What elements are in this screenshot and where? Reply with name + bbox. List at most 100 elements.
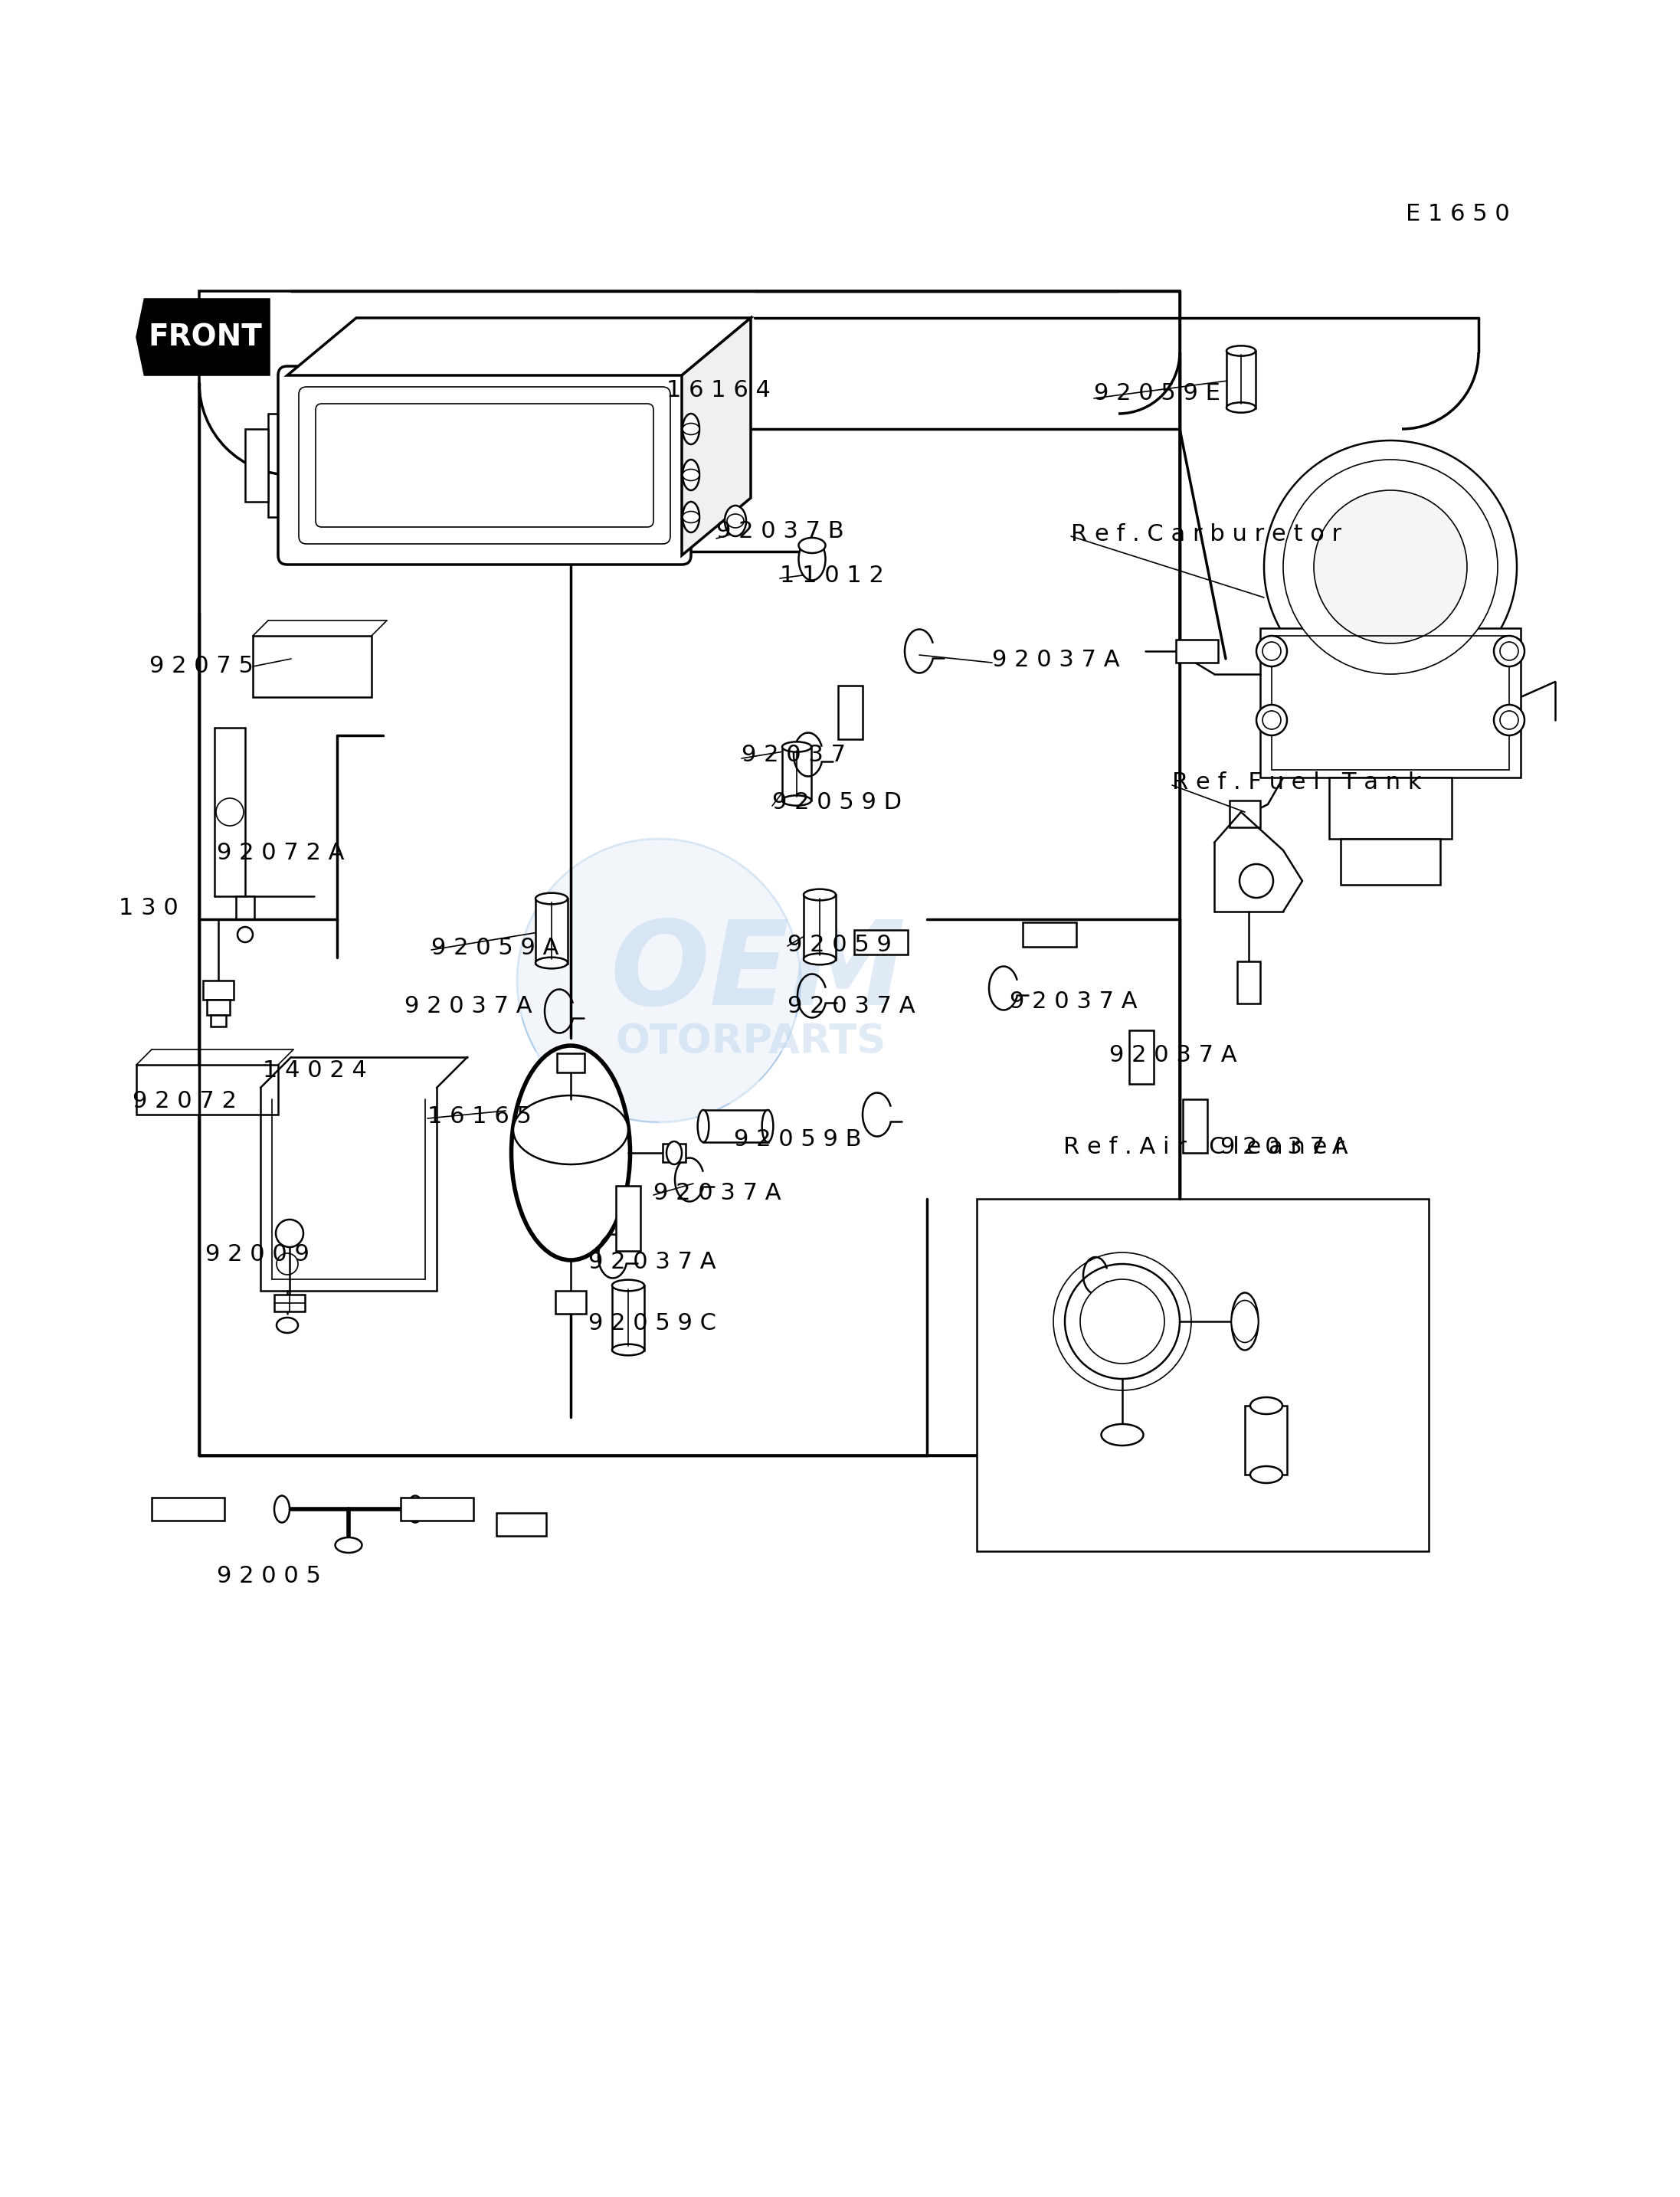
- Bar: [136, 1066, 279, 1114]
- Text: 9 2 0 3 7 A: 9 2 0 3 7 A: [1109, 1044, 1236, 1068]
- Polygon shape: [287, 319, 751, 376]
- Text: 1 1 0 1 2: 1 1 0 1 2: [780, 565, 884, 587]
- Circle shape: [217, 798, 244, 826]
- Circle shape: [1262, 642, 1280, 661]
- Bar: [400, 1498, 474, 1520]
- Circle shape: [1494, 635, 1524, 666]
- Bar: [803, 894, 835, 960]
- Ellipse shape: [536, 958, 568, 969]
- Bar: [1023, 923, 1077, 947]
- Text: FRONT: FRONT: [148, 323, 262, 352]
- Ellipse shape: [682, 413, 699, 444]
- Circle shape: [1262, 712, 1280, 729]
- Ellipse shape: [803, 890, 835, 901]
- Ellipse shape: [798, 538, 825, 580]
- Ellipse shape: [514, 1096, 628, 1164]
- Bar: [556, 1292, 586, 1314]
- Bar: [1272, 635, 1509, 769]
- Text: 9 2 0 3 7 A: 9 2 0 3 7 A: [1010, 991, 1137, 1013]
- Ellipse shape: [334, 1538, 361, 1553]
- Bar: [252, 635, 371, 696]
- Bar: [1245, 1406, 1287, 1474]
- Circle shape: [1080, 1279, 1164, 1364]
- Text: R e f . A i r   C l e a n e r: R e f . A i r C l e a n e r: [1063, 1136, 1344, 1158]
- Text: 9 2 0 3 7 A: 9 2 0 3 7 A: [1220, 1136, 1347, 1158]
- Bar: [853, 929, 907, 953]
- Ellipse shape: [274, 1496, 289, 1523]
- Bar: [1236, 962, 1260, 1004]
- Text: 1 4 0 2 4: 1 4 0 2 4: [262, 1059, 366, 1083]
- Bar: [1341, 839, 1440, 885]
- Text: R e f . F u e l   T a n k: R e f . F u e l T a n k: [1173, 771, 1421, 793]
- Text: 9 2 0 0 5: 9 2 0 0 5: [217, 1566, 321, 1588]
- Ellipse shape: [727, 514, 744, 527]
- Text: 9 2 0 3 7 A: 9 2 0 3 7 A: [654, 1182, 781, 1204]
- Ellipse shape: [763, 1109, 773, 1142]
- Bar: [704, 1109, 768, 1142]
- Bar: [838, 685, 862, 738]
- Ellipse shape: [682, 470, 699, 481]
- Circle shape: [1284, 459, 1497, 674]
- Text: 1 6 1 6 4: 1 6 1 6 4: [667, 380, 771, 402]
- Bar: [1176, 639, 1218, 663]
- Ellipse shape: [1250, 1465, 1282, 1483]
- Ellipse shape: [612, 1345, 643, 1356]
- Text: 9 2 0 5 9: 9 2 0 5 9: [788, 934, 892, 956]
- Ellipse shape: [408, 1496, 423, 1523]
- Ellipse shape: [1250, 1397, 1282, 1415]
- Circle shape: [237, 927, 252, 943]
- Bar: [496, 1514, 546, 1536]
- Ellipse shape: [1231, 1292, 1258, 1351]
- Polygon shape: [682, 319, 751, 556]
- Circle shape: [277, 1252, 297, 1274]
- Ellipse shape: [783, 795, 811, 806]
- Bar: [783, 747, 811, 800]
- Text: 9 2 0 5 9 E: 9 2 0 5 9 E: [1094, 382, 1220, 404]
- Ellipse shape: [682, 459, 699, 490]
- Circle shape: [276, 1219, 304, 1248]
- Bar: [1329, 778, 1452, 839]
- Bar: [536, 899, 568, 964]
- Text: E 1 6 5 0: E 1 6 5 0: [1406, 204, 1510, 226]
- Bar: [1129, 1030, 1154, 1083]
- Bar: [1230, 800, 1260, 828]
- Text: 9 2 0 3 7 A: 9 2 0 3 7 A: [405, 995, 533, 1017]
- Ellipse shape: [1226, 402, 1255, 413]
- Ellipse shape: [1231, 1301, 1258, 1342]
- Text: OEM: OEM: [610, 916, 907, 1030]
- Text: R e f . C a r b u r e t o r: R e f . C a r b u r e t o r: [1070, 523, 1342, 545]
- Text: 1 3 0: 1 3 0: [119, 896, 178, 918]
- Circle shape: [1314, 490, 1467, 644]
- Ellipse shape: [612, 1281, 643, 1292]
- Text: 9 2 0 7 2: 9 2 0 7 2: [133, 1090, 237, 1112]
- Circle shape: [1240, 863, 1273, 899]
- Ellipse shape: [798, 538, 825, 554]
- Bar: [235, 896, 254, 918]
- Bar: [1183, 1098, 1208, 1153]
- Text: 9 2 0 5 9 C: 9 2 0 5 9 C: [588, 1312, 716, 1336]
- Text: 9 2 0 3 7: 9 2 0 3 7: [741, 743, 845, 767]
- Text: 9 2 0 3 7 A: 9 2 0 3 7 A: [588, 1252, 716, 1274]
- Text: 9 2 0 5 9 D: 9 2 0 5 9 D: [773, 791, 902, 813]
- Ellipse shape: [1226, 345, 1255, 356]
- Text: 9 2 0 5 9 A: 9 2 0 5 9 A: [432, 938, 559, 960]
- Ellipse shape: [536, 892, 568, 905]
- Bar: [1226, 352, 1255, 409]
- Text: 9 2 0 7 5: 9 2 0 7 5: [150, 655, 254, 677]
- Circle shape: [1257, 635, 1287, 666]
- Bar: [1260, 628, 1520, 778]
- Circle shape: [1494, 705, 1524, 736]
- Bar: [558, 1052, 585, 1072]
- Circle shape: [1500, 712, 1519, 729]
- Ellipse shape: [511, 1046, 630, 1261]
- Circle shape: [1263, 439, 1517, 694]
- Bar: [662, 1145, 685, 1162]
- Ellipse shape: [682, 512, 699, 523]
- Text: 9 2 0 7 2 A: 9 2 0 7 2 A: [217, 841, 344, 863]
- Text: 9 2 0 3 7 B: 9 2 0 3 7 B: [716, 521, 843, 543]
- Bar: [976, 1200, 1428, 1551]
- Text: 9 2 0 3 7 A: 9 2 0 3 7 A: [993, 650, 1119, 672]
- Ellipse shape: [724, 505, 746, 536]
- FancyBboxPatch shape: [279, 367, 690, 565]
- Ellipse shape: [697, 1109, 709, 1142]
